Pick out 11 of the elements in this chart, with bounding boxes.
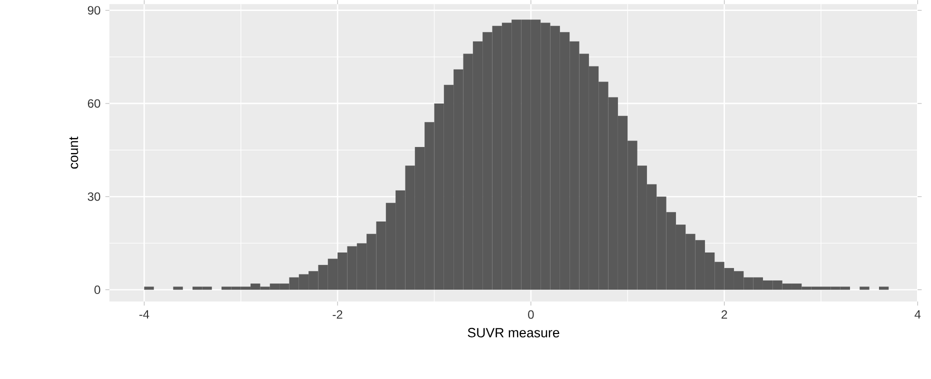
x-tick-label: 4 (914, 310, 921, 319)
y-tick-label: 30 (88, 192, 100, 201)
x-axis-title: SUVR measure (468, 328, 560, 338)
x-tick-label: 2 (722, 310, 728, 319)
x-tick-label: -4 (139, 310, 150, 319)
y-tick-label: 60 (88, 99, 100, 108)
x-tick-label: -2 (332, 310, 342, 319)
y-tick-label: 90 (88, 6, 100, 15)
x-tick-label: 0 (528, 310, 534, 319)
y-axis-title: count (69, 136, 78, 169)
y-tick-label: 0 (94, 286, 100, 294)
